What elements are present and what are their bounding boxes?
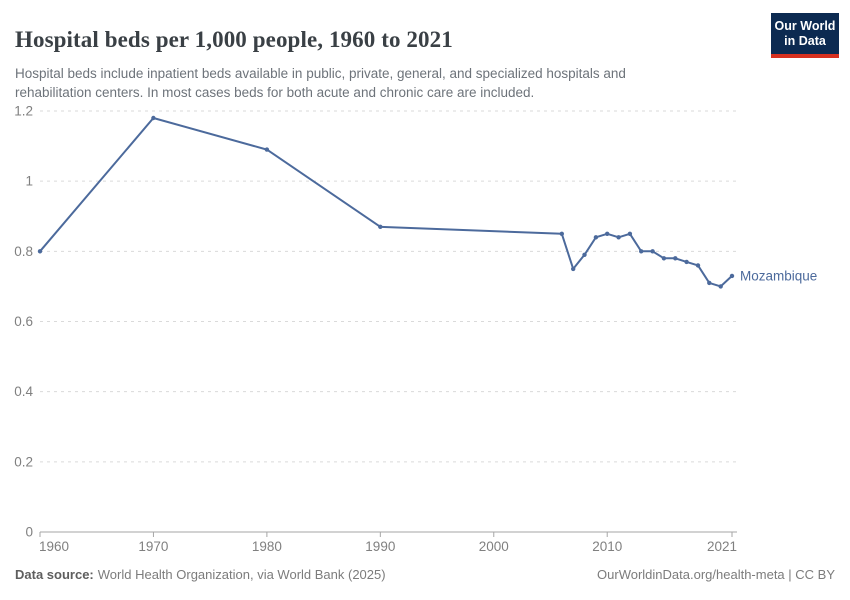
data-point[interactable] (627, 231, 633, 236)
data-point[interactable] (582, 252, 587, 257)
x-tick-label: 2000 (479, 539, 509, 554)
owid-license-link[interactable]: OurWorldinData.org/health-meta | CC BY (597, 567, 835, 582)
data-point[interactable] (264, 147, 270, 152)
y-tick-label: 0.4 (14, 384, 33, 399)
data-point[interactable] (593, 235, 599, 240)
data-source-label: Data source: (15, 567, 94, 582)
series-entity-label[interactable]: Mozambique (740, 268, 817, 283)
y-tick-label: 0.6 (14, 314, 33, 329)
x-tick-label: 1980 (252, 539, 282, 554)
y-tick-label: 0 (25, 525, 33, 540)
y-tick-label: 1 (25, 174, 33, 189)
x-tick-label: 2021 (707, 539, 737, 554)
y-tick-label: 0.2 (14, 454, 33, 469)
data-point[interactable] (559, 231, 564, 236)
x-tick-label: 1960 (39, 539, 69, 554)
x-tick-label: 1990 (365, 539, 395, 554)
gridlines (40, 110, 737, 533)
y-tick-label: 0.8 (14, 244, 33, 259)
data-source-text: World Health Organization, via World Ban… (97, 567, 386, 582)
series-line[interactable] (39, 117, 733, 288)
series-mozambique[interactable]: Mozambique (37, 115, 817, 289)
data-point[interactable] (605, 231, 610, 236)
chart-subtitle: Hospital beds include inpatient beds ava… (15, 65, 626, 101)
x-tick-label: 1970 (138, 539, 168, 554)
data-point[interactable] (707, 280, 712, 286)
data-point[interactable] (616, 235, 621, 240)
data-point[interactable] (661, 256, 667, 261)
owid-logo-line1: Our World (774, 19, 836, 33)
data-point[interactable] (650, 249, 655, 254)
data-point[interactable] (718, 284, 723, 289)
x-tick-label: 2010 (592, 539, 622, 554)
x-axis: 1960 1970 1980 1990 2000 2010 2021 (39, 532, 737, 554)
page-title: Hospital beds per 1,000 people, 1960 to … (15, 27, 453, 53)
data-point[interactable] (673, 256, 678, 261)
y-tick-label: 1.2 (14, 104, 33, 119)
line-chart: 0 0.2 0.4 0.6 0.8 1 1.2 1960 1970 1980 1990 2000 20… (14, 104, 817, 555)
owid-logo[interactable]: Our World in Data (771, 13, 839, 58)
owid-logo-line2: in Data (784, 33, 826, 48)
data-point[interactable] (151, 115, 156, 121)
data-point[interactable] (378, 224, 383, 229)
y-axis: 0 0.2 0.4 0.6 0.8 1 1.2 (14, 104, 33, 540)
data-point[interactable] (639, 249, 644, 254)
data-point[interactable] (571, 266, 576, 272)
data-source: Data source: World Health Organization, v… (15, 567, 386, 582)
data-point[interactable] (695, 263, 701, 268)
data-point[interactable] (729, 273, 735, 279)
chart-footer: Data source: World Health Organization, v… (15, 567, 835, 582)
data-point[interactable] (684, 259, 689, 265)
data-point[interactable] (37, 249, 43, 254)
